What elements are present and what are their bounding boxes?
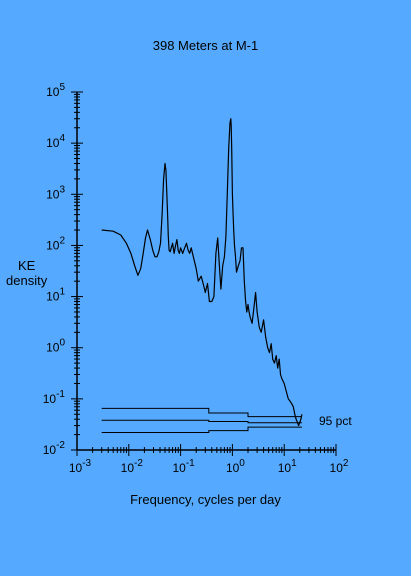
chart-title: 398 Meters at M-1: [152, 38, 259, 53]
x-tick-label: 101: [278, 458, 297, 475]
confidence-label: 95 pct: [319, 414, 352, 428]
y-tick-label: 104: [46, 133, 65, 150]
y-tick-label: 10-2: [43, 440, 66, 457]
x-tick-label: 10-3: [69, 458, 92, 475]
x-axis-label: Frequency, cycles per day: [130, 492, 281, 507]
confidence-line: [101, 426, 302, 433]
y-tick-label: 100: [46, 338, 65, 355]
confidence-line: [101, 419, 302, 424]
spectrum-line: [101, 118, 303, 427]
y-tick-label: 103: [46, 184, 65, 201]
x-tick-label: 100: [226, 458, 245, 475]
y-axis-label-line-2: density: [6, 273, 48, 288]
x-tick-label: 10-1: [172, 458, 195, 475]
y-tick-label: 105: [46, 82, 65, 99]
x-tick-label: 10-2: [121, 458, 144, 475]
y-tick-label: 101: [46, 287, 65, 304]
y-axis-label-line-1: KE: [18, 258, 36, 273]
confidence-line: [101, 407, 302, 418]
x-tick-label: 102: [330, 458, 349, 475]
y-tick-label: 102: [46, 235, 65, 252]
y-tick-label: 10-1: [43, 389, 66, 406]
